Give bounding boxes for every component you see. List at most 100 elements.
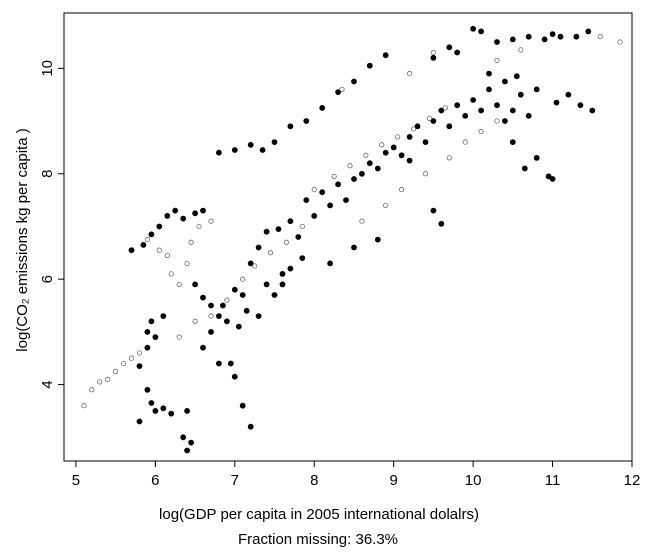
imputed-point-28 xyxy=(379,142,385,148)
observed-point-23 xyxy=(454,49,461,56)
observed-point-69 xyxy=(144,344,151,351)
observed-point-102 xyxy=(446,123,453,130)
observed-point-18 xyxy=(351,78,357,85)
observed-point-75 xyxy=(200,294,206,301)
imputed-point-33 xyxy=(240,276,246,282)
observed-point-51 xyxy=(239,292,246,298)
observed-point-107 xyxy=(486,86,492,93)
observed-point-118 xyxy=(208,328,214,335)
x-axis: 5 6 7 8 9 10 11 12 xyxy=(72,461,641,489)
observed-point-84 xyxy=(303,197,310,203)
observed-point-90 xyxy=(351,176,357,182)
imputed-point-8 xyxy=(144,237,150,243)
observed-point-68 xyxy=(136,363,143,369)
x-tick-label-12: 12 xyxy=(624,472,641,489)
observed-point-108 xyxy=(494,102,500,109)
observed-point-63 xyxy=(152,407,159,414)
imputed-point-6 xyxy=(128,355,135,361)
observed-point-94 xyxy=(382,149,389,156)
observed-point-25 xyxy=(478,28,484,35)
y-tick-label-10: 10 xyxy=(39,60,56,77)
observed-point-62 xyxy=(168,410,175,417)
imputed-point-15 xyxy=(196,223,202,230)
observed-point-61 xyxy=(188,439,194,446)
observed-point-28 xyxy=(525,33,532,40)
imputed-point-20 xyxy=(494,57,500,63)
observed-point-44 xyxy=(430,207,437,214)
observed-point-92 xyxy=(366,160,373,167)
observed-point-26 xyxy=(494,39,500,45)
observed-point-14 xyxy=(287,123,294,130)
imputed-point-44 xyxy=(494,118,500,124)
imputed-point-36 xyxy=(283,239,289,245)
observed-point-80 xyxy=(263,228,270,235)
observed-point-8 xyxy=(200,207,206,214)
observed-point-91 xyxy=(358,170,365,177)
observed-point-47 xyxy=(351,244,357,251)
observed-point-49 xyxy=(279,270,286,277)
observed-point-45 xyxy=(438,220,445,227)
observed-point-36 xyxy=(589,107,596,114)
imputed-point-0 xyxy=(81,403,87,409)
x-tick-label-7: 7 xyxy=(231,472,239,489)
observed-point-76 xyxy=(208,302,214,309)
observed-point-37 xyxy=(553,99,560,106)
imputed-point-42 xyxy=(462,139,468,145)
observed-point-31 xyxy=(557,33,564,40)
observed-point-124 xyxy=(271,292,278,298)
observed-point-89 xyxy=(343,197,349,203)
imputed-point-39 xyxy=(192,318,198,324)
imputed-point-34 xyxy=(252,263,258,269)
observed-point-16 xyxy=(319,105,326,111)
observed-point-93 xyxy=(374,165,381,172)
observed-point-67 xyxy=(136,418,143,425)
plot-frame xyxy=(63,12,633,462)
imputed-point-4 xyxy=(113,368,119,374)
observed-point-41 xyxy=(549,176,556,182)
x-tick-label-10: 10 xyxy=(465,472,482,489)
observed-point-17 xyxy=(335,89,341,95)
observed-point-59 xyxy=(180,434,187,441)
imputed-point-41 xyxy=(224,297,230,303)
observed-point-13 xyxy=(271,139,278,145)
y-tick-label-6: 6 xyxy=(39,275,56,283)
imputed-point-5 xyxy=(121,360,127,367)
observed-point-43 xyxy=(406,157,413,164)
x-tick-label-5: 5 xyxy=(72,472,80,489)
observed-point-9 xyxy=(215,149,222,156)
observed-point-58 xyxy=(184,407,190,414)
imputed-point-10 xyxy=(164,252,170,258)
imputed-point-45 xyxy=(446,155,452,161)
imputed-point-24 xyxy=(311,187,317,193)
observed-point-109 xyxy=(501,118,508,124)
observed-point-32 xyxy=(573,33,580,40)
observed-point-71 xyxy=(144,328,151,335)
observed-point-104 xyxy=(462,112,469,119)
imputed-point-17 xyxy=(339,86,345,92)
observed-point-65 xyxy=(148,400,155,406)
x-tick-label-8: 8 xyxy=(310,472,318,489)
observed-point-6 xyxy=(180,215,187,222)
imputed-point-38 xyxy=(176,334,182,340)
imputed-point-14 xyxy=(188,239,194,245)
observed-point-87 xyxy=(327,202,333,209)
imputed-point-11 xyxy=(176,281,182,287)
observed-point-112 xyxy=(525,112,532,119)
observed-point-77 xyxy=(215,313,222,319)
observed-point-15 xyxy=(303,118,310,124)
observed-point-57 xyxy=(247,423,254,430)
observed-point-115 xyxy=(501,78,508,85)
observed-point-66 xyxy=(144,386,151,393)
observed-point-64 xyxy=(160,405,167,412)
observed-point-19 xyxy=(366,62,373,69)
observed-point-72 xyxy=(148,318,155,325)
observed-point-12 xyxy=(259,147,266,153)
imputed-point-3 xyxy=(105,376,111,382)
observed-point-40 xyxy=(545,173,552,180)
imputed-point-18 xyxy=(407,71,413,77)
observed-point-113 xyxy=(533,86,540,93)
imputed-point-47 xyxy=(399,187,405,193)
imputed-point-46 xyxy=(422,171,429,177)
